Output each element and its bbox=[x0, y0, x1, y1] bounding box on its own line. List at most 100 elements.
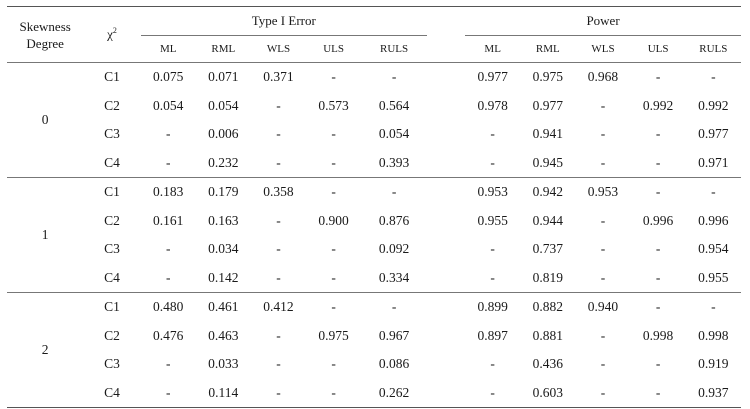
power-cell: 0.881 bbox=[532, 327, 563, 343]
type1-method-header: ULS bbox=[323, 43, 344, 55]
power-cell: - bbox=[655, 154, 661, 170]
power-cell: 0.436 bbox=[532, 356, 563, 372]
type1-error-cell: 0.412 bbox=[263, 299, 294, 315]
power-cell: 0.968 bbox=[587, 69, 619, 85]
chi-square-label: C4 bbox=[104, 384, 120, 400]
type1-error-cell: - bbox=[331, 154, 336, 170]
power-method-header: WLS bbox=[591, 43, 615, 55]
power-cell: 0.992 bbox=[698, 97, 729, 113]
chi-square-label: C4 bbox=[104, 269, 120, 285]
type1-error-cell: - bbox=[276, 126, 281, 142]
type1-error-cell: 0.092 bbox=[378, 241, 410, 257]
column-spacer bbox=[427, 235, 465, 264]
chi-square-header: χ2 bbox=[83, 7, 140, 63]
type1-error-cell: 0.071 bbox=[208, 69, 239, 85]
type1-error-cell: 0.054 bbox=[378, 126, 410, 142]
type1-error-cell: 0.163 bbox=[208, 212, 239, 228]
type1-error-cell: 0.975 bbox=[318, 327, 349, 343]
type1-error-cell: - bbox=[276, 356, 281, 372]
chi-square-label: C4 bbox=[104, 154, 120, 170]
type1-error-cell: - bbox=[165, 356, 171, 372]
power-method-header: RULS bbox=[699, 43, 728, 55]
table-row: C4 - 0.142 - - 0.334 - 0.819 - - 0.955 bbox=[7, 264, 741, 293]
type1-error-cell: 0.371 bbox=[263, 69, 294, 85]
table-row: C3 - 0.033 - - 0.086 - 0.436 - - 0.919 bbox=[7, 350, 741, 379]
column-spacer bbox=[427, 293, 465, 322]
type1-error-cell: 0.334 bbox=[378, 269, 410, 285]
type1-error-cell: 0.232 bbox=[208, 154, 239, 170]
type1-error-cell: - bbox=[331, 184, 336, 200]
chi-square-label: C2 bbox=[104, 212, 120, 228]
type1-error-cell: - bbox=[165, 154, 171, 170]
power-cell: - bbox=[600, 356, 606, 372]
power-cell: - bbox=[490, 356, 495, 372]
type1-error-cell: - bbox=[331, 69, 336, 85]
type1-error-cell: - bbox=[276, 241, 281, 257]
type1-error-cell: - bbox=[165, 126, 171, 142]
power-cell: 0.953 bbox=[587, 184, 619, 200]
type1-error-cell: - bbox=[165, 241, 171, 257]
type1-error-cell: 0.480 bbox=[153, 299, 184, 315]
chi-square-label: C1 bbox=[104, 184, 120, 200]
type1-error-cell: 0.900 bbox=[318, 212, 349, 228]
type1-error-cell: 0.476 bbox=[153, 327, 184, 343]
power-cell: 0.897 bbox=[477, 327, 508, 343]
column-spacer bbox=[427, 92, 465, 121]
power-cell: - bbox=[600, 241, 606, 257]
column-spacer bbox=[427, 149, 465, 178]
column-spacer bbox=[427, 207, 465, 236]
power-cell: 0.882 bbox=[532, 299, 563, 315]
power-cell: 0.940 bbox=[587, 299, 619, 315]
power-cell: 0.737 bbox=[532, 241, 563, 257]
power-cell: 0.953 bbox=[477, 184, 508, 200]
type1-method-header: WLS bbox=[266, 43, 291, 55]
power-cell: - bbox=[655, 384, 661, 400]
table-row: C2 0.054 0.054 - 0.573 0.564 0.978 0.977 - 0.992 0… bbox=[7, 92, 741, 121]
power-cell: 0.955 bbox=[477, 212, 508, 228]
type1-error-cell: 0.262 bbox=[378, 384, 410, 400]
power-cell: - bbox=[490, 126, 495, 142]
power-cell: 0.945 bbox=[532, 154, 563, 170]
power-cell: 0.971 bbox=[698, 154, 729, 170]
power-cell: - bbox=[655, 269, 661, 285]
column-spacer bbox=[427, 379, 465, 408]
type1-error-cell: - bbox=[276, 384, 281, 400]
power-method-header: ULS bbox=[647, 43, 669, 55]
type1-error-cell: 0.054 bbox=[153, 97, 184, 113]
column-spacer bbox=[427, 322, 465, 351]
power-cell: - bbox=[655, 241, 661, 257]
power-cell: 0.819 bbox=[532, 269, 563, 285]
type1-error-cell: 0.461 bbox=[208, 299, 239, 315]
table-row: C4 - 0.232 - - 0.393 - 0.945 - - 0.971 bbox=[7, 149, 741, 178]
power-cell: 0.944 bbox=[532, 212, 563, 228]
power-cell: - bbox=[600, 212, 606, 228]
table-row: C4 - 0.114 - - 0.262 - 0.603 - - 0.937 bbox=[7, 379, 741, 408]
power-cell: - bbox=[655, 69, 661, 85]
type1-error-cell: - bbox=[165, 269, 171, 285]
power-cell: 0.899 bbox=[477, 299, 508, 315]
power-cell: - bbox=[655, 126, 661, 142]
power-cell: 0.603 bbox=[532, 384, 563, 400]
results-table: Skewness Degree χ2 Type I Error Power ML… bbox=[7, 6, 741, 408]
type1-error-cell: - bbox=[276, 327, 281, 343]
power-cell: - bbox=[711, 299, 716, 315]
power-cell: - bbox=[711, 184, 716, 200]
power-cell: - bbox=[655, 299, 661, 315]
column-spacer bbox=[427, 350, 465, 379]
power-cell: - bbox=[600, 327, 606, 343]
chi-square-label: C3 bbox=[104, 356, 120, 372]
power-cell: 0.977 bbox=[477, 69, 508, 85]
type1-error-cell: 0.034 bbox=[208, 241, 239, 257]
type1-error-cell: - bbox=[391, 69, 397, 85]
type1-error-cell: 0.033 bbox=[208, 356, 239, 372]
power-method-header: ML bbox=[484, 43, 501, 55]
power-cell: - bbox=[711, 69, 716, 85]
type1-error-cell: - bbox=[331, 384, 336, 400]
type1-method-header: RML bbox=[211, 43, 236, 55]
table-row: C2 0.476 0.463 - 0.975 0.967 0.897 0.881 - 0.998 0… bbox=[7, 322, 741, 351]
power-method-header: RML bbox=[535, 43, 560, 55]
power-cell: 0.937 bbox=[698, 384, 729, 400]
power-cell: 0.942 bbox=[532, 184, 563, 200]
power-cell: 0.941 bbox=[532, 126, 563, 142]
type1-error-cell: - bbox=[391, 299, 397, 315]
